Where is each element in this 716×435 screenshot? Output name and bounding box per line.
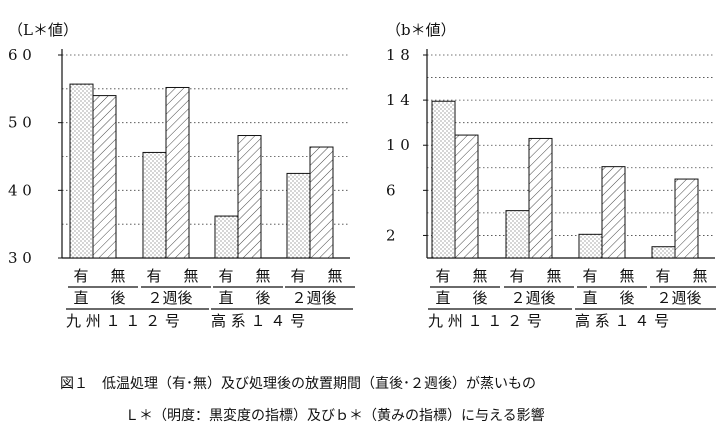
row1-label: 有 [655,267,670,285]
bar-untreated [165,86,190,259]
y-tick-label: 3 0 [8,249,32,267]
bar-treated [142,151,167,259]
bar-treated [214,215,239,259]
row2-label: 直 [582,289,597,307]
row1-label: 有 [509,267,524,285]
row2-label: ２週後 [656,289,701,307]
row1-label: 無 [546,267,561,285]
row1-label: 無 [110,267,125,285]
y-tick-label: 1 0 [386,136,410,154]
y-tick-label: 5 0 [8,114,32,132]
row1-label: 無 [327,267,342,285]
row2-label: 後 [110,289,125,307]
y-tick-label: 6 [386,181,396,199]
row1-label: 無 [255,267,270,285]
row2-label: ２週後 [510,289,555,307]
bar-treated [431,100,456,259]
row2-label: ２週後 [291,289,336,307]
y-tick-label: 6 0 [8,46,32,64]
row1-label: 有 [435,267,450,285]
y-tick-label: 1 4 [386,91,410,109]
row1-label: 有 [73,267,88,285]
bar-treated [651,246,676,259]
row2-label: 直 [218,289,233,307]
row2-label: 直 [73,289,88,307]
variety-label: 九 州 １ １ ２ 号 [428,312,542,330]
row1-label: 無 [183,267,198,285]
bar-untreated [528,137,553,259]
row2-label: 直 [435,289,450,307]
caption-line-1: 図１ 低温処理（有･無）及び処理後の放置期間（直後･２週後）が蒸いもの [60,376,536,392]
bar-untreated [454,134,479,259]
bar-untreated [674,178,699,259]
variety-label: 高 系 １ ４ 号 [575,312,669,330]
y-tick-label: 4 0 [8,181,32,199]
bar-untreated [601,166,626,259]
y-tick-label: 2 [386,226,396,244]
row2-label: 後 [472,289,487,307]
caption-line-2: Ｌ＊（明度：黒変度の指標）及びｂ＊（黄みの指標）に与える影響 [125,408,545,424]
row2-label: 後 [619,289,634,307]
b-chart-ylabel: （b＊値） [386,21,456,39]
bar-treated [578,233,603,259]
row1-label: 無 [619,267,634,285]
row1-label: 有 [290,267,305,285]
row1-label: 有 [582,267,597,285]
y-tick-label: 1 8 [386,46,410,64]
l-chart-ylabel: （L＊値） [8,21,78,39]
row1-label: 有 [146,267,161,285]
bar-treated [286,172,311,259]
bar-untreated [92,95,117,259]
row1-label: 無 [692,267,707,285]
variety-label: 九 州 １ １ ２ 号 [66,312,180,330]
bar-untreated [237,135,262,259]
row1-label: 有 [218,267,233,285]
row2-label: ２週後 [147,289,192,307]
variety-label: 高 系 １ ４ 号 [211,312,305,330]
row1-label: 無 [472,267,487,285]
bar-treated [505,210,530,259]
bar-untreated [309,146,334,259]
row2-label: 後 [255,289,270,307]
bar-treated [69,83,94,259]
